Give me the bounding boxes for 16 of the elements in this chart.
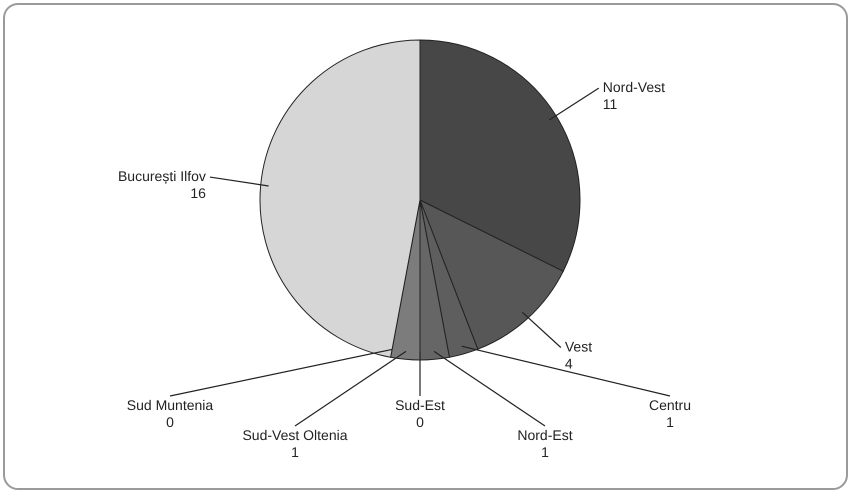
category-label: Sud-Est [395,397,445,413]
data-label: 11 [602,96,618,112]
category-label: Sud Muntenia [126,397,214,413]
data-label: 1 [291,444,300,460]
data-label: 1 [666,414,674,430]
slice-label: Centru [648,397,692,413]
data-label: 16 [190,185,206,202]
data-label: 1 [541,444,550,460]
slice-label: București Ilfov [118,168,206,184]
data-label: 4 [564,355,573,372]
text: 0 [166,414,174,430]
slice-label: Nord-Vest [602,79,666,96]
text: 0 [416,414,424,430]
slice-label: Sud-Vest Oltenia [242,427,348,443]
slice-label: Vest [564,338,592,354]
slice-label: Nord-Est [517,427,573,443]
